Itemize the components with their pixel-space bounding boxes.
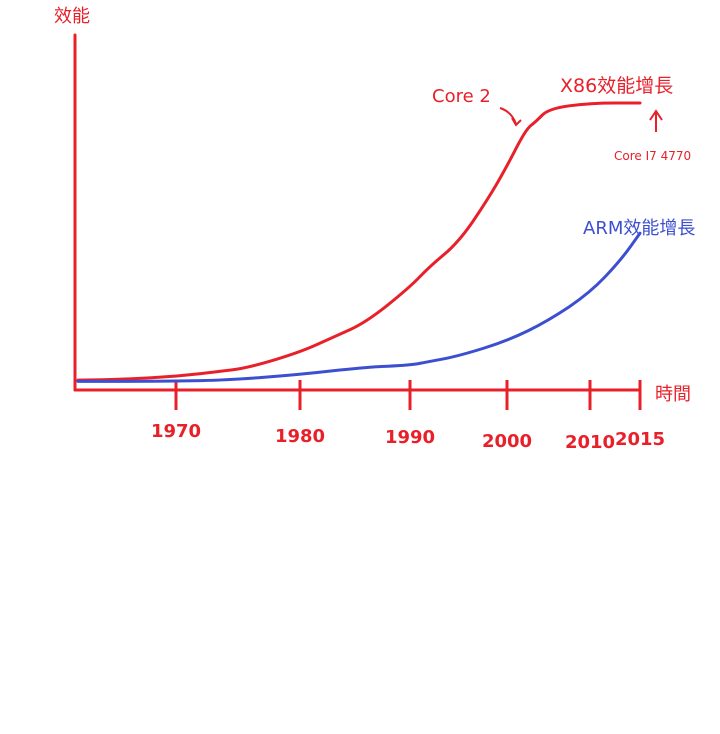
series-line-x86 [76,101,642,382]
annotation-corei7: Core I7 4770 [614,149,691,163]
y-axis-title: 效能 [54,6,90,27]
annotation-corei7-arrowhead [649,109,663,121]
x-tick-label: 1970 [151,421,201,442]
x-tick-label: 2010 [565,432,615,453]
series-label-x86: X86效能增長 [560,75,673,97]
x-axis-title: 時間 [655,384,691,405]
x-tick-label: 2015 [615,429,665,450]
series-line-arm [76,231,642,383]
series-layer [76,101,642,383]
x-ticks: 1970 1980 1990 2000 2010 2015 [151,380,665,453]
series-label-arm: ARM效能增長 [583,218,695,239]
annotation-core2: Core 2 [432,86,491,107]
annotation-core2-arrowhead [511,117,522,127]
x-tick-label: 2000 [482,431,532,452]
x-tick-label: 1990 [385,427,435,448]
x-tick-label: 1980 [275,426,325,447]
